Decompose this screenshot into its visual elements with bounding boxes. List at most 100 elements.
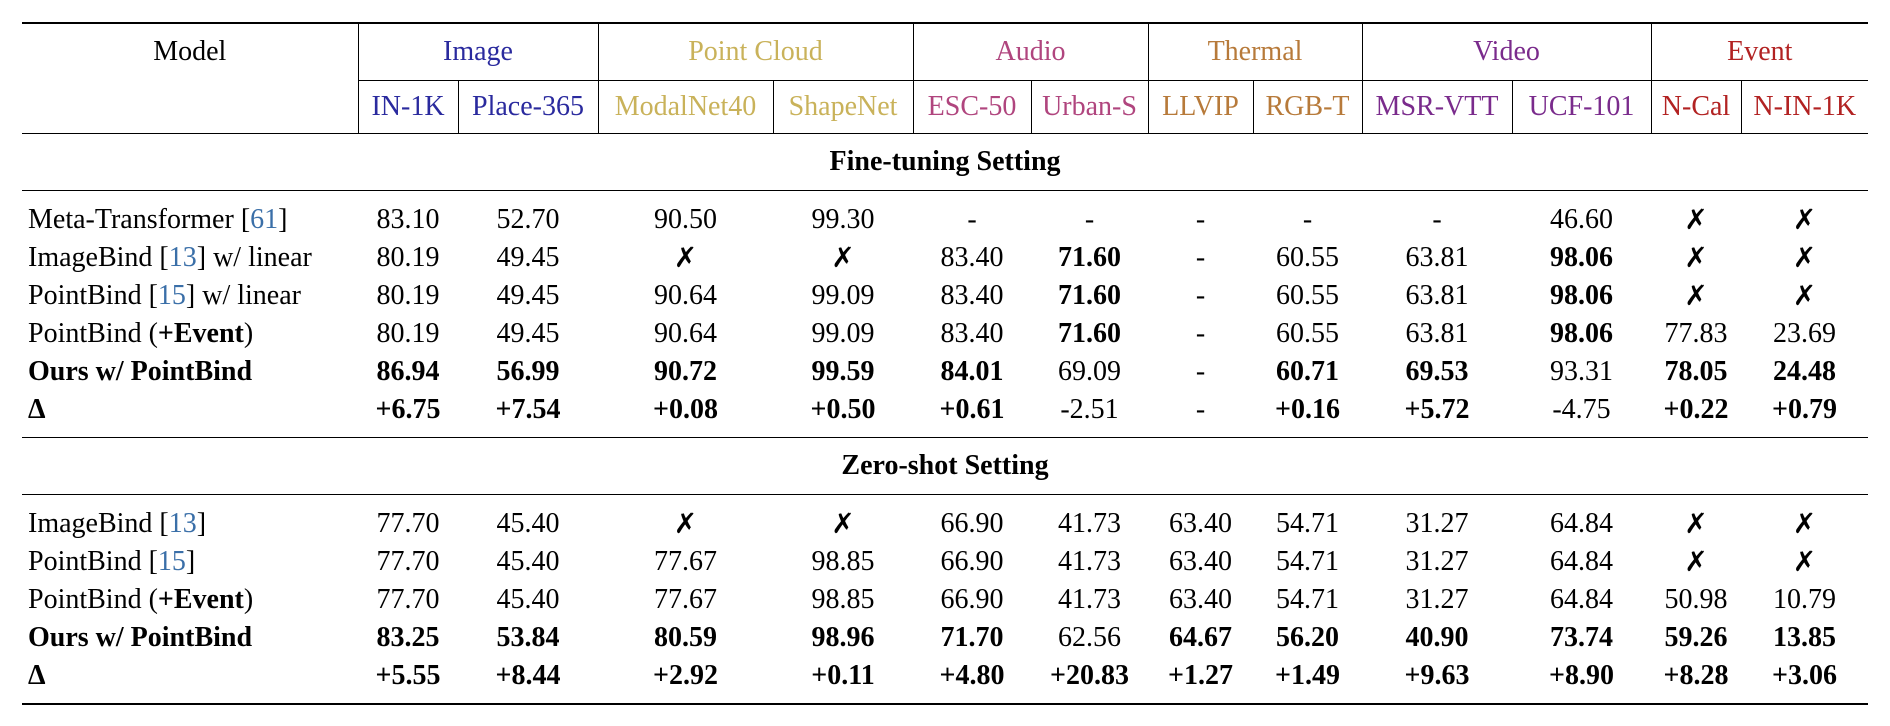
score-cell: 10.79	[1773, 584, 1836, 615]
model-name: ImageBind	[28, 508, 153, 539]
dataset-header-shapenet: ShapeNet	[772, 80, 913, 134]
citation-link[interactable]: 15	[157, 546, 186, 577]
table-row: PointBind (+Event) 77.70 45.40 77.67 98.85 66…	[22, 581, 1868, 619]
score-cell: 90.64	[654, 318, 717, 349]
citation-link[interactable]: 13	[168, 508, 197, 539]
score-cell: 40.90	[1405, 622, 1469, 653]
score-cell: 83.40	[940, 242, 1004, 273]
score-cell: -	[1195, 394, 1206, 425]
score-cell: 52.70	[458, 190, 598, 239]
score-cell: 69.53	[1405, 356, 1469, 387]
model-name-cell: Ours w/ PointBind	[22, 619, 358, 657]
score-cell: +0.08	[653, 394, 718, 425]
citation-link[interactable]: 15	[157, 280, 186, 311]
model-column-header: Model	[22, 22, 358, 134]
model-name-cell: Δ	[22, 391, 358, 438]
group-header-audio: Audio	[912, 22, 1148, 81]
score-cell: 98.85	[811, 546, 875, 577]
model-name: Ours w/ PointBind	[28, 622, 253, 653]
score-cell: 77.70	[358, 494, 458, 543]
section-title-row: Fine-tuning Setting	[22, 133, 1868, 191]
model-name: Δ	[28, 660, 46, 691]
model-name: PointBind (	[28, 318, 158, 349]
score-cell: +8.90	[1512, 657, 1651, 705]
score-cell: +7.54	[495, 394, 561, 425]
score-cell: -	[1031, 190, 1148, 239]
score-cell: 98.85	[811, 584, 875, 615]
table-row: PointBind [15] 77.70 45.40 77.67 98.85 66.90 4…	[22, 543, 1868, 581]
score-cell: 23.69	[1773, 318, 1836, 349]
dataset-header-modalnet40: ModalNet40	[597, 80, 773, 134]
table-row: Ours w/ PointBind 86.94 56.99 90.72 99.59 84.…	[22, 353, 1868, 391]
group-header-thermal: Thermal	[1147, 22, 1362, 81]
dataset-header-row: IN-1K Place-365 ModalNet40 ShapeNet ESC-50 Ur…	[22, 80, 1868, 134]
score-cell: 98.96	[811, 622, 875, 653]
group-header-image: Image	[357, 22, 598, 81]
score-cell: 41.73	[1031, 494, 1148, 543]
score-cell: 41.73	[1058, 584, 1121, 615]
score-cell: 71.70	[940, 622, 1004, 653]
dataset-header-urban-s: Urban-S	[1030, 80, 1148, 134]
score-cell: 90.50	[598, 190, 773, 239]
score-cell: +1.49	[1253, 657, 1362, 705]
score-cell: +0.22	[1663, 394, 1729, 425]
score-cell: -	[1253, 190, 1362, 239]
model-name-tail: )	[243, 318, 254, 349]
score-cell: ✗	[773, 494, 913, 543]
table-body: Fine-tuning Setting Meta-Transformer [61]…	[22, 133, 1868, 705]
group-header-video: Video	[1361, 22, 1651, 81]
table-row: Meta-Transformer [61] 83.10 52.70 90.50 99.3…	[22, 190, 1868, 239]
score-cell: 45.40	[496, 546, 560, 577]
score-cell: 63.81	[1405, 318, 1469, 349]
table-row: Ours w/ PointBind 83.25 53.84 80.59 98.96 71.…	[22, 619, 1868, 657]
score-cell: 54.71	[1253, 494, 1362, 543]
score-cell: 60.55	[1276, 242, 1339, 273]
score-cell: +4.80	[913, 657, 1031, 705]
score-cell: ✗	[1651, 190, 1741, 239]
group-header-row: Model Image Point Cloud Audio Thermal Video Ev…	[22, 22, 1868, 134]
score-cell: +20.83	[1031, 657, 1148, 705]
score-cell: 31.27	[1362, 494, 1512, 543]
score-cell: 60.55	[1276, 318, 1339, 349]
dataset-header-n-cal: N-Cal	[1650, 80, 1741, 134]
score-cell: 80.19	[376, 280, 440, 311]
dataset-header-rgb-t: RGB-T	[1252, 80, 1362, 134]
score-cell: 80.19	[376, 242, 440, 273]
score-cell: 63.40	[1169, 546, 1232, 577]
score-cell: ✗	[831, 243, 855, 274]
section-title: Zero-shot Setting	[22, 437, 1868, 495]
model-name-cell: PointBind [15] w/ linear	[28, 280, 301, 311]
model-name: PointBind	[28, 280, 142, 311]
score-cell: 49.45	[496, 242, 560, 273]
score-cell: 56.20	[1276, 622, 1339, 653]
score-cell: 63.40	[1148, 494, 1253, 543]
score-cell: 45.40	[458, 494, 598, 543]
results-table: Model Image Point Cloud Audio Thermal Video Ev…	[22, 22, 1868, 705]
score-cell: 83.40	[940, 280, 1004, 311]
citation-link[interactable]: 61	[250, 204, 279, 235]
section-title-row: Zero-shot Setting	[22, 437, 1868, 495]
score-cell: 77.83	[1664, 318, 1728, 349]
score-cell: -	[1362, 190, 1512, 239]
citation-link[interactable]: 13	[168, 242, 197, 273]
model-name-cell: PointBind (+Event)	[22, 315, 358, 353]
group-header-event: Event	[1650, 22, 1868, 81]
score-cell: 80.59	[654, 622, 717, 653]
score-cell: 83.10	[358, 190, 458, 239]
model-name: Δ	[28, 394, 46, 425]
table-row: Δ +6.75 +7.54 +0.08 +0.50 +0.61 -2.51 - +0.16 +5.…	[22, 391, 1868, 438]
score-cell: 62.56	[1058, 622, 1121, 653]
model-variant: +Event	[157, 584, 244, 615]
results-table-container: Model Image Point Cloud Audio Thermal Video Ev…	[22, 22, 1868, 705]
score-cell: 31.27	[1405, 584, 1469, 615]
model-variant: +Event	[157, 318, 244, 349]
score-cell: +6.75	[375, 394, 441, 425]
score-cell: 77.70	[376, 584, 440, 615]
score-cell: 46.60	[1512, 190, 1651, 239]
table-row: Δ +5.55 +8.44 +2.92 +0.11 +4.80 +20.83 +1.27 +1.…	[22, 657, 1868, 705]
score-cell: +1.27	[1148, 657, 1253, 705]
score-cell: 90.64	[654, 280, 717, 311]
score-cell: 77.67	[654, 546, 717, 577]
score-cell: +0.50	[810, 394, 876, 425]
score-cell: +5.72	[1404, 394, 1470, 425]
